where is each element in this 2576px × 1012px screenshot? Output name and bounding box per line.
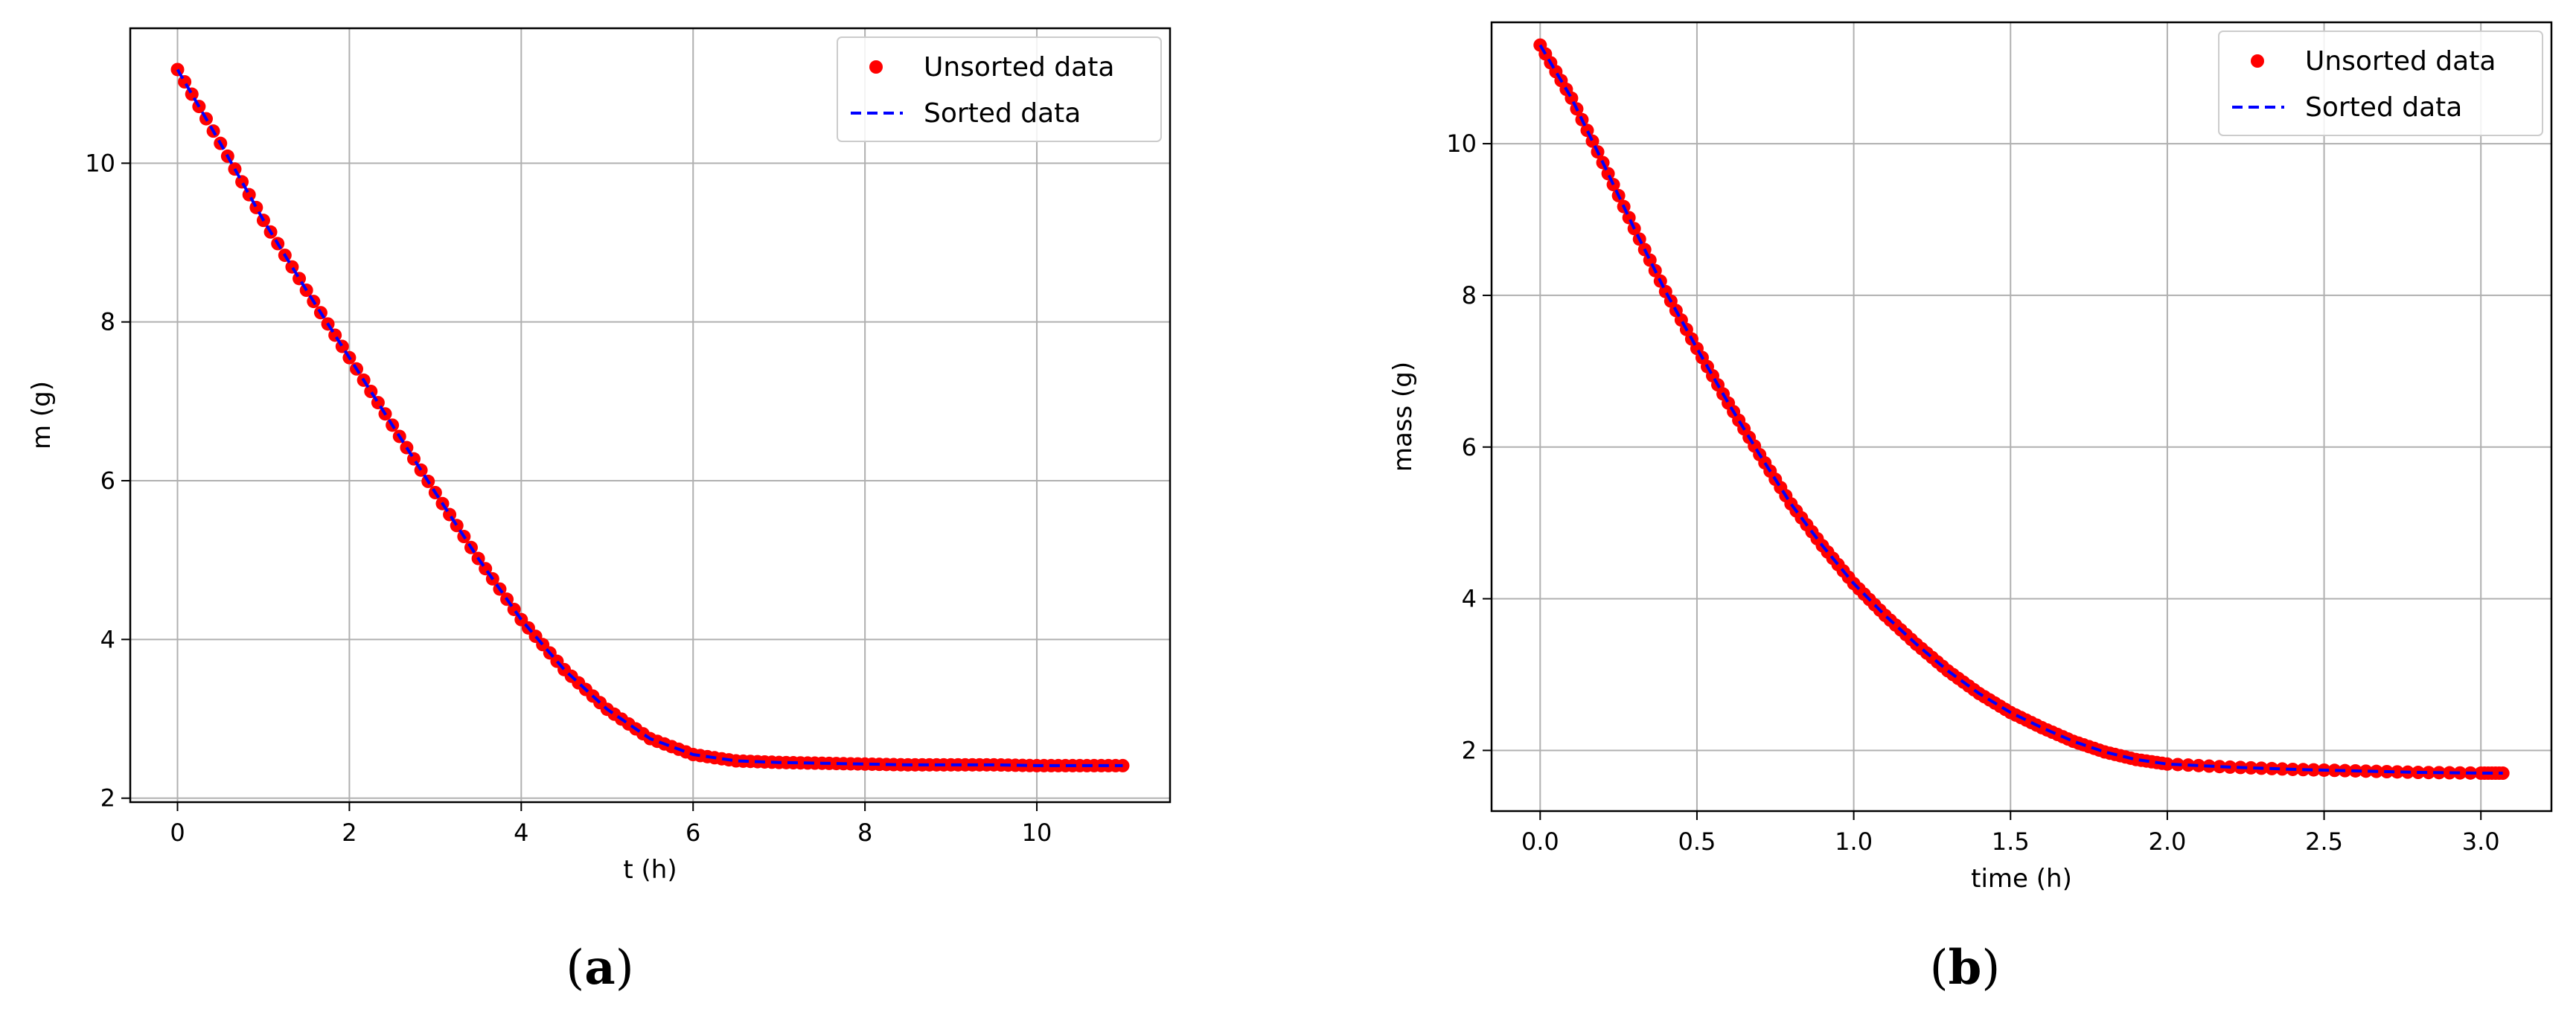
y-tick-label: 2: [100, 784, 115, 813]
legend-marker-icon: [2251, 54, 2264, 68]
chart-panel-b: 0.0 0.5 1.0 1.5 2.0 2.5 3.0 2 4 6 8 10 time (h) mass …: [1388, 21, 2553, 996]
panel-label: (b): [1930, 940, 2001, 996]
x-axis-label: t (h): [623, 855, 677, 885]
y-tick-label: 4: [100, 625, 115, 653]
x-tick-label: 2.5: [2305, 827, 2343, 856]
data-point: [2390, 765, 2404, 779]
legend-box: [2218, 31, 2543, 136]
legend-box: [837, 36, 1162, 142]
data-point: [2421, 766, 2435, 780]
x-tick-label: 6: [685, 819, 700, 847]
x-tick-label: 0.5: [1678, 827, 1716, 856]
x-tick-label: 0.0: [1521, 827, 1559, 856]
y-axis-label: m (g): [27, 381, 57, 449]
data-point: [2192, 758, 2206, 772]
data-point: [1622, 211, 1636, 225]
data-point: [1643, 253, 1657, 267]
legend-entry-label: Sorted data: [924, 98, 1081, 129]
chart-panel-a: 0 2 4 6 8 10 2 4 6 8 10 t (h) m (g) Unsorted data Sort…: [27, 27, 1172, 996]
x-tick-label: 2: [342, 819, 357, 847]
data-point: [2307, 763, 2321, 777]
plot-frame: [129, 27, 1172, 804]
data-point: [285, 260, 299, 274]
y-tick-label: 6: [1462, 433, 1477, 461]
y-tick-label: 4: [1462, 585, 1477, 613]
legend: Unsorted data Sorted data: [2218, 31, 2543, 136]
data-point: [2327, 763, 2342, 778]
data-point: [2275, 762, 2289, 776]
series-line-sorted: [1538, 44, 2503, 775]
y-tick-label: 10: [85, 149, 115, 177]
x-tick-label: 2.0: [2148, 827, 2186, 856]
data-point: [2443, 766, 2457, 780]
data-point: [1580, 124, 1594, 138]
data-point: [242, 188, 256, 202]
data-point: [170, 63, 185, 77]
legend-entry-label: Unsorted data: [924, 52, 1114, 83]
x-tick-label: 8: [857, 819, 872, 847]
x-tick-label: 0: [170, 819, 185, 847]
x-tick-label: 1.5: [1992, 827, 2030, 856]
data-point: [249, 200, 263, 214]
data-point: [235, 175, 249, 189]
y-axis-label: mass (g): [1388, 362, 1418, 472]
y-tick-label: 8: [1462, 281, 1477, 310]
legend-entry-label: Unsorted data: [2305, 46, 2496, 77]
x-axis-label: time (h): [1971, 864, 2072, 894]
data-point: [2160, 757, 2174, 771]
y-tick-label: 2: [1462, 736, 1477, 764]
series-line-sorted: [176, 68, 1123, 767]
y-tick-label: 10: [1446, 129, 1477, 158]
x-tick-label: 10: [1022, 819, 1052, 847]
x-tick-label: 3.0: [2462, 827, 2500, 856]
data-point: [178, 75, 192, 89]
data-point: [293, 272, 307, 286]
y-tick-label: 6: [100, 467, 115, 495]
y-tick-label: 8: [100, 308, 115, 336]
data-point: [185, 87, 199, 101]
legend: Unsorted data Sorted data: [837, 36, 1162, 142]
legend-marker-icon: [869, 60, 883, 74]
data-point: [1585, 134, 1599, 148]
data-point: [2359, 764, 2373, 778]
x-tick-label: 1.0: [1835, 827, 1873, 856]
x-tick-label: 4: [514, 819, 528, 847]
panel-label: (a): [566, 940, 633, 996]
plot-frame: [1490, 21, 2553, 813]
data-point: [2244, 760, 2258, 775]
data-point: [2213, 760, 2227, 774]
data-point: [1601, 167, 1615, 181]
legend-entry-label: Sorted data: [2305, 92, 2462, 123]
